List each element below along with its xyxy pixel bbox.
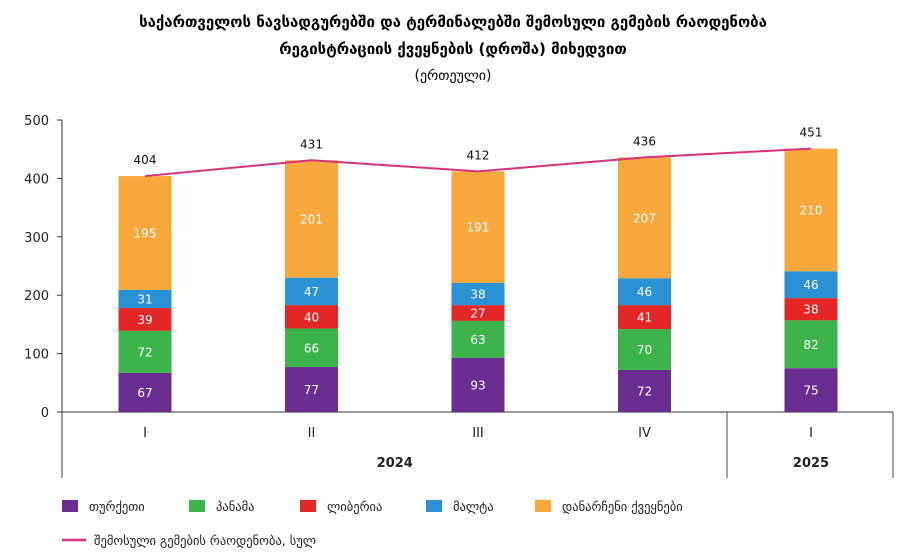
total-value-label: 412	[467, 148, 490, 162]
bar-value-label: 39	[137, 313, 152, 327]
legend-label: პანამა	[216, 499, 254, 514]
bar-segment	[784, 368, 838, 412]
x-tick-label: IV	[638, 426, 651, 441]
total-line: 404 431 412 436 451	[134, 126, 823, 178]
bar-value-label: 31	[137, 292, 152, 306]
y-axis: 0 100 200 300 400 500	[24, 114, 63, 421]
x-tick-label: III	[472, 426, 484, 441]
bar-value-label: 47	[304, 285, 319, 299]
bar-segment	[618, 157, 671, 279]
bar-segment	[784, 320, 838, 369]
chart-title-line-1: საქართველოს ნავსადგურებში და ტერმინალებშ…	[139, 13, 767, 31]
y-tick-label: 100	[24, 348, 49, 363]
bar-segment	[118, 308, 172, 331]
legend-label: დანარჩენი ქვეყნები	[562, 499, 683, 514]
bar-segment	[285, 160, 338, 278]
bar-segment	[784, 271, 838, 299]
bar-value-label: 66	[304, 341, 319, 355]
bar-value-label: 38	[470, 288, 485, 302]
legend-swatch	[426, 500, 442, 512]
bar-segment	[784, 298, 838, 321]
legend-label: თურქეთი	[89, 499, 145, 514]
bar-segment	[118, 289, 172, 309]
bar-value-label: 82	[803, 338, 818, 352]
bar-value-label: 93	[470, 378, 485, 392]
bar-value-label: 40	[304, 310, 319, 324]
bar-segment	[118, 372, 172, 412]
y-tick-label: 0	[41, 406, 49, 421]
bar-value-label: 70	[637, 343, 652, 357]
bar-segment	[618, 329, 671, 370]
y-tick-label: 400	[24, 172, 49, 187]
bar-segment	[451, 282, 505, 306]
legend-label: ლიბერია	[327, 499, 382, 514]
total-value-label: 451	[800, 126, 823, 140]
bar-value-label: 27	[470, 307, 485, 321]
total-series-line	[144, 147, 812, 178]
bar-value-label: 195	[134, 227, 157, 241]
legend-swatch	[535, 500, 551, 512]
bar-segment	[451, 357, 505, 412]
bar-segment	[451, 320, 505, 358]
bar-segment	[618, 305, 671, 330]
y-tick-label: 200	[24, 289, 49, 304]
legend-label: მალტა	[453, 499, 494, 514]
bar-value-label: 77	[304, 383, 319, 397]
bar-segment	[285, 277, 338, 306]
bar-value-label: 72	[637, 384, 652, 398]
bar-value-label: 201	[300, 212, 323, 226]
bar-value-label: 207	[633, 211, 656, 225]
bars: 67 72 39 31 195 77 66 40 47 201 93 63 27 38 191 72 70 41 4…	[118, 148, 838, 412]
x-year-label: 2025	[793, 456, 829, 471]
bar-segment	[285, 305, 338, 329]
bar-segment	[118, 176, 172, 290]
bar-value-label: 67	[137, 386, 152, 400]
bar-segment	[451, 171, 505, 283]
chart-subtitle: (ერთეული)	[415, 67, 492, 84]
x-tick-label: II	[308, 426, 316, 441]
total-value-label: 404	[134, 153, 157, 167]
bar-segment	[618, 278, 671, 306]
legend-label: შემოსული გემების რაოდენობა, სულ	[94, 533, 316, 548]
chart-title-line-2: რეგისტრაციის ქვეყნების (დროშა) მიხედვით	[279, 40, 627, 58]
bar-value-label: 41	[637, 311, 652, 325]
legend-swatch	[62, 500, 78, 512]
bar-value-label: 210	[800, 203, 823, 217]
bar-value-label: 72	[137, 345, 152, 359]
x-tick-label: I	[143, 426, 147, 441]
bar-value-label: 191	[467, 221, 490, 235]
x-tick-label: I	[809, 426, 813, 441]
bar-segment	[285, 367, 338, 412]
bar-value-label: 63	[470, 333, 485, 347]
bar-value-label: 46	[637, 285, 652, 299]
x-year-label: 2024	[377, 456, 413, 471]
bar-value-label: 38	[803, 303, 818, 317]
bar-segment	[451, 305, 505, 321]
bar-segment	[618, 369, 671, 412]
bar-segment	[285, 328, 338, 368]
bar-value-label: 75	[803, 384, 818, 398]
legend: თურქეთი პანამა ლიბერია მალტა დანარჩენი ქვეყნ…	[62, 499, 683, 548]
legend-swatch	[189, 500, 205, 512]
y-tick-label: 500	[24, 114, 49, 129]
legend-swatch	[300, 500, 316, 512]
bar-segment	[784, 148, 838, 272]
total-value-label: 431	[300, 137, 323, 151]
total-value-label: 436	[633, 134, 656, 148]
bar-value-label: 46	[803, 278, 818, 292]
bar-segment	[118, 330, 172, 373]
y-tick-label: 300	[24, 231, 49, 246]
